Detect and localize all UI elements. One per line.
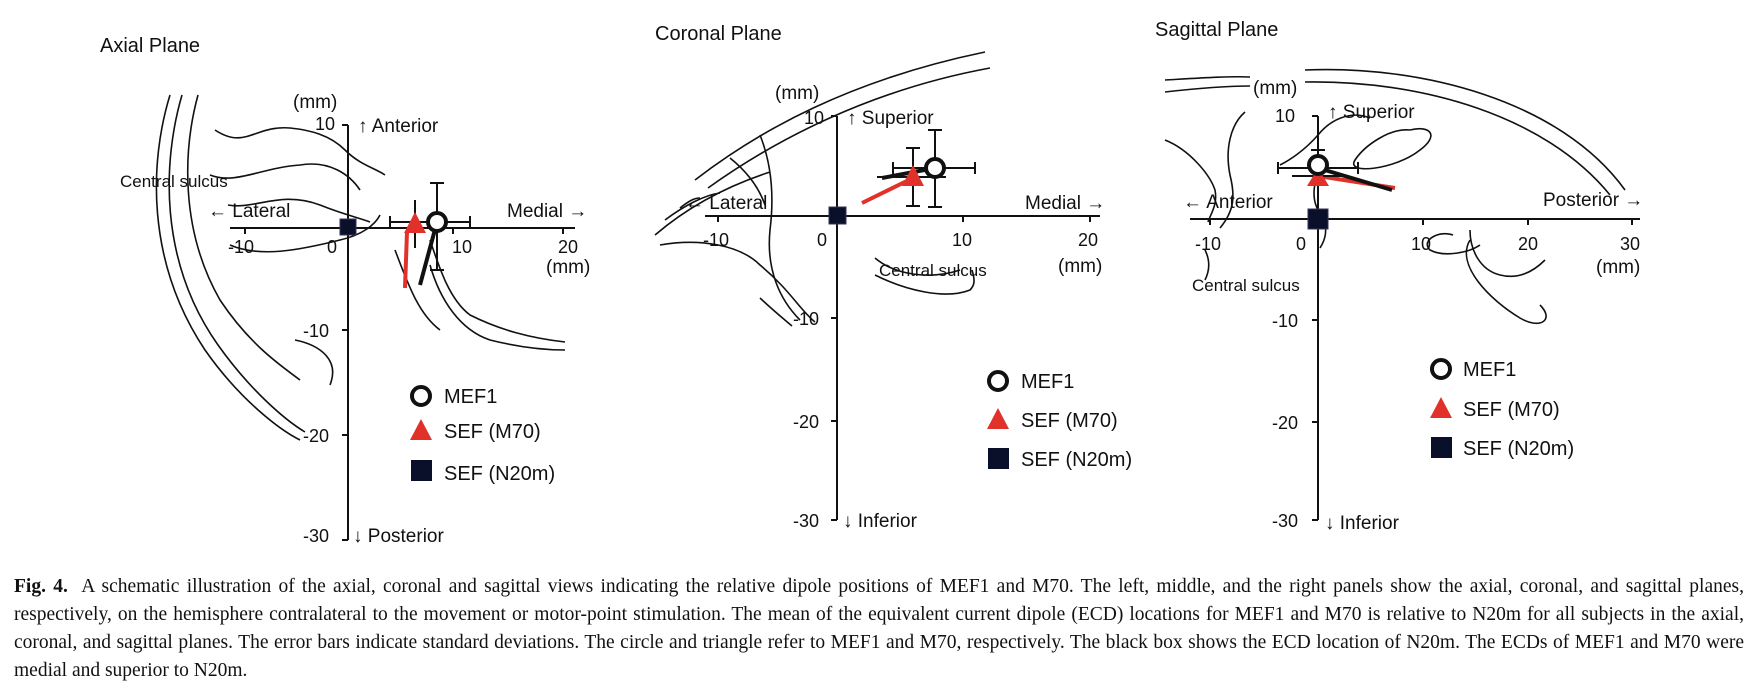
coronal-ytick-m20: -20: [793, 412, 819, 432]
coronal-legend-m70: SEF (M70): [1021, 410, 1118, 432]
coronal-dir-right: Medial →: [1025, 193, 1105, 214]
sagittal-dipoles: [1277, 122, 1396, 230]
axial-title: Axial Plane: [100, 35, 200, 57]
axial-dir-down: ↓ Posterior: [353, 526, 444, 547]
sagittal-dir-up: ↑ Superior: [1328, 102, 1415, 123]
coronal-mef1-marker: [924, 157, 946, 179]
sagittal-legend-n20m: SEF (N20m): [1463, 438, 1574, 460]
sagittal-brain-outline: [1164, 68, 1626, 324]
axial-mef1-marker: [426, 211, 448, 233]
axial-unit-top: (mm): [293, 92, 337, 113]
sagittal-xtick-30: 30: [1620, 234, 1640, 254]
legend-m70-icon: [987, 408, 1009, 429]
sagittal-xtick-m10: -10: [1195, 234, 1221, 254]
sagittal-xtick-0: 0: [1296, 234, 1306, 254]
caption-text: A schematic illustration of the axial, c…: [14, 576, 1744, 681]
coronal-axes: [705, 115, 1100, 521]
coronal-dir-left: ← Lateral: [685, 193, 767, 214]
axial-ytick-m30: -30: [303, 526, 329, 546]
sagittal-ytick-m20: -20: [1272, 413, 1298, 433]
coronal-dir-down: ↓ Inferior: [843, 511, 918, 532]
coronal-xtick-20: 20: [1078, 230, 1098, 250]
coronal-legend-mef1: MEF1: [1021, 371, 1074, 393]
sagittal-ytick-10: 10: [1275, 106, 1295, 126]
sagittal-ytick-m10: -10: [1272, 311, 1298, 331]
coronal-central-sulcus-label: Central sulcus: [879, 261, 987, 280]
sagittal-dir-left: ← Anterior: [1183, 192, 1273, 213]
coronal-brain-outline: [654, 51, 991, 327]
axial-m70-vector: [403, 231, 409, 289]
sagittal-central-sulcus-label: Central sulcus: [1192, 276, 1300, 295]
legend-m70-icon: [410, 419, 432, 440]
axial-xtick-m10: -10: [228, 237, 254, 257]
sagittal-xtick-10: 10: [1411, 234, 1431, 254]
axial-xtick-10: 10: [452, 237, 472, 257]
legend-n20m-icon: [1431, 437, 1452, 458]
axial-panel: Axial Plane (mm): [100, 35, 590, 547]
axial-xtick-20: 20: [558, 237, 578, 257]
axial-dir-right: Medial →: [507, 201, 587, 222]
sagittal-legend: MEF1 SEF (M70) SEF (N20m): [1430, 358, 1574, 460]
axial-ytick-m10: -10: [303, 321, 329, 341]
axial-brain-outline: [155, 94, 566, 441]
axial-m70-marker: [404, 212, 426, 233]
coronal-xtick-m10: -10: [703, 230, 729, 250]
axial-legend-mef1: MEF1: [444, 386, 497, 408]
axial-ytick-m20: -20: [303, 426, 329, 446]
sagittal-title: Sagittal Plane: [1155, 19, 1278, 41]
axial-n20m-marker: [339, 218, 357, 236]
axial-dipoles: [339, 182, 471, 289]
figure-4: Axial Plane (mm): [100, 19, 1643, 547]
axial-unit-right: (mm): [546, 257, 590, 278]
legend-m70-icon: [1430, 397, 1452, 418]
coronal-legend-n20m: SEF (N20m): [1021, 449, 1132, 471]
coronal-unit-right: (mm): [1058, 256, 1102, 277]
coronal-xtick-10: 10: [952, 230, 972, 250]
sagittal-ytick-m30: -30: [1272, 511, 1298, 531]
legend-n20m-icon: [988, 448, 1009, 469]
axial-dir-up: ↑ Anterior: [358, 116, 439, 137]
sagittal-n20m-marker: [1307, 208, 1329, 230]
coronal-ytick-10: 10: [804, 108, 824, 128]
sagittal-legend-m70: SEF (M70): [1463, 399, 1560, 421]
coronal-panel: Coronal Plane (mm) ↑ Su: [654, 23, 1132, 532]
sagittal-mef1-marker: [1307, 154, 1329, 176]
caption-label: Fig. 4.: [14, 576, 68, 597]
coronal-ytick-m30: -30: [793, 511, 819, 531]
coronal-m70-marker: [902, 165, 924, 186]
legend-n20m-icon: [411, 460, 432, 481]
axial-dir-left: ← Lateral: [208, 201, 290, 222]
legend-mef1-icon: [987, 370, 1009, 392]
axial-axes: [230, 124, 575, 541]
sagittal-xtick-20: 20: [1518, 234, 1538, 254]
sagittal-m70-marker: [1307, 168, 1329, 186]
figure-caption: Fig. 4. A schematic illustration of the …: [14, 573, 1744, 685]
sagittal-dir-right: Posterior →: [1543, 190, 1643, 211]
coronal-unit-top: (mm): [775, 83, 819, 104]
legend-mef1-icon: [410, 385, 432, 407]
legend-mef1-icon: [1430, 358, 1452, 380]
sagittal-dir-down: ↓ Inferior: [1325, 513, 1400, 534]
sagittal-unit-right: (mm): [1596, 257, 1640, 278]
axial-legend-m70: SEF (M70): [444, 421, 541, 443]
sagittal-panel: Sagittal Plane: [1155, 19, 1643, 534]
sagittal-mef1-vector: [1317, 166, 1393, 192]
coronal-title: Coronal Plane: [655, 23, 782, 45]
coronal-dir-up: ↑ Superior: [847, 108, 934, 129]
axial-ytick-10: 10: [315, 114, 335, 134]
axial-central-sulcus-label: Central sulcus: [120, 172, 228, 191]
coronal-n20m-marker: [828, 206, 847, 225]
coronal-dipoles: [828, 129, 976, 225]
axial-legend: MEF1 SEF (M70) SEF (N20m): [410, 385, 555, 485]
sagittal-unit-top: (mm): [1253, 78, 1297, 99]
sagittal-legend-mef1: MEF1: [1463, 359, 1516, 381]
coronal-ytick-m10: -10: [793, 309, 819, 329]
coronal-legend: MEF1 SEF (M70) SEF (N20m): [987, 370, 1132, 471]
coronal-xtick-0: 0: [817, 230, 827, 250]
axial-xtick-0: 0: [327, 237, 337, 257]
axial-legend-n20m: SEF (N20m): [444, 463, 555, 485]
